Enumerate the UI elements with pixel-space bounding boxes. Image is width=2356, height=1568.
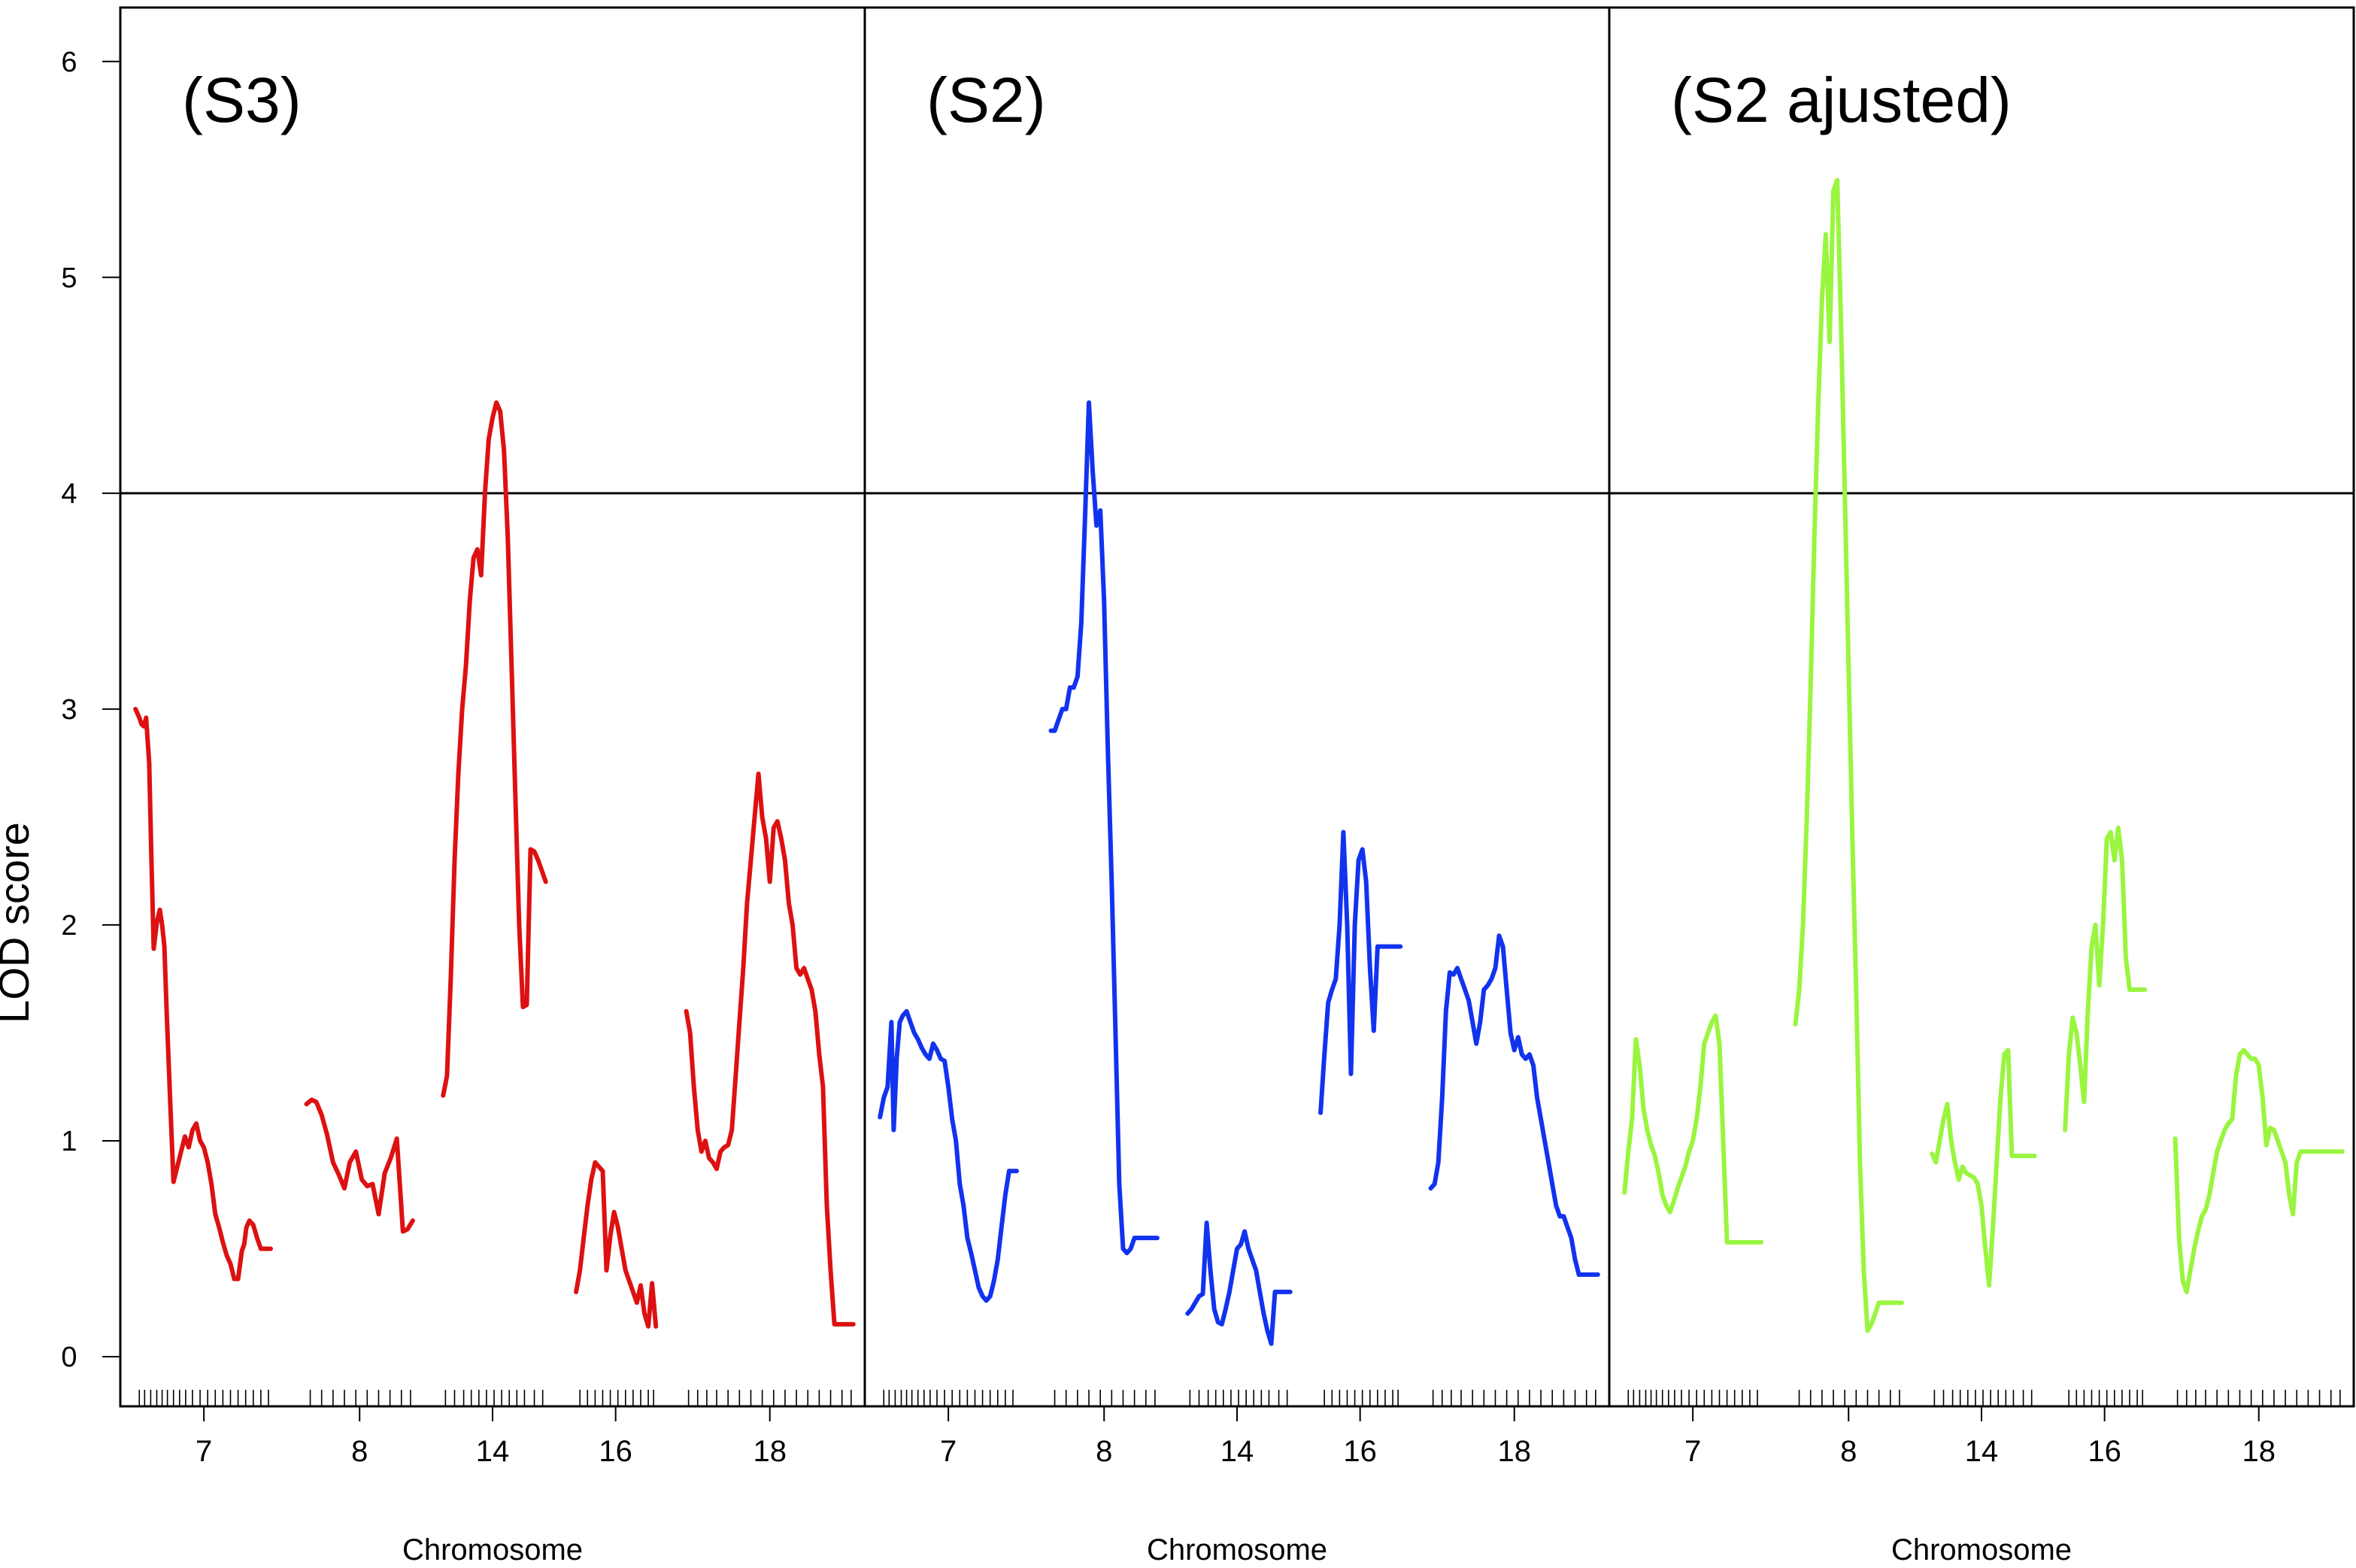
y-tick-label: 6 [61,47,77,78]
x-axis-label: Chromosome [1891,1533,2072,1566]
chromosome-label: 7 [1684,1435,1701,1468]
chromosome-label: 18 [1497,1435,1531,1468]
chromosome-label: 14 [1965,1435,1999,1468]
lod-series-line [1930,1048,2037,1288]
lod-series-line [304,1097,415,1234]
chromosome-label: 8 [1840,1435,1857,1468]
lod-series-line [441,400,548,1098]
lod-series-line [1428,933,1600,1277]
chromosome-label: 18 [753,1435,787,1468]
lod-series-line [1622,1013,1763,1245]
lod-series-line [133,706,273,1281]
chromosome-label: 14 [1220,1435,1254,1468]
lod-series-line [1185,1221,1293,1346]
lod-series-line [2063,825,2148,1133]
y-tick-label: 1 [61,1126,77,1157]
x-axis-label: Chromosome [402,1533,583,1566]
panel-title: (S2 ajusted) [1671,65,2012,135]
chromosome-label: 16 [599,1435,632,1468]
chromosome-label: 14 [476,1435,510,1468]
y-tick-label: 3 [61,694,77,726]
panel-title: (S2) [926,65,1046,135]
chromosome-label: 16 [2088,1435,2121,1468]
lod-series-line [878,1008,1019,1303]
chromosome-label: 18 [2242,1435,2276,1468]
lod-series-line [574,1160,659,1329]
chart-panels: 7 8 14 16 18 Chromosome (S3) 7 8 14 16 18 Chromosome… [119,6,2355,1566]
y-axis-label: LOD score [0,822,38,1024]
y-tick-label: 4 [61,478,77,510]
chromosome-label: 16 [1343,1435,1377,1468]
chromosome-label: 7 [196,1435,212,1468]
chromosome-label: 8 [1096,1435,1112,1468]
chromosome-label: 7 [940,1435,957,1468]
y-tick-label: 5 [61,262,77,294]
y-tick-label: 2 [61,910,77,942]
panel: 7 8 14 16 18 Chromosome (S2) [863,6,1611,1566]
lod-series-line [684,772,856,1327]
lod-series-line [1318,829,1403,1115]
y-tick-label: 0 [61,1342,77,1373]
chromosome-label: 8 [351,1435,368,1468]
lod-series-line [1793,177,1904,1333]
lod-series-line [1048,400,1160,1256]
lod-series-line [2173,1048,2345,1294]
x-axis-label: Chromosome [1147,1533,1327,1566]
panel: 7 8 14 16 18 Chromosome (S2 ajusted) [1608,6,2355,1566]
panel-title: (S3) [182,65,302,135]
